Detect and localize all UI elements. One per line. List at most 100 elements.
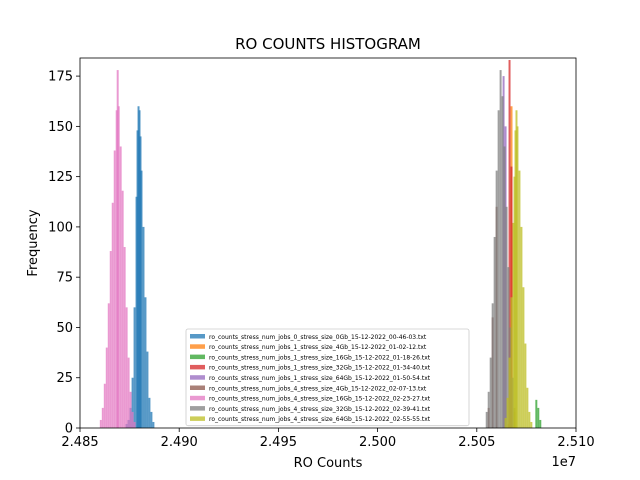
histogram-bar	[142, 226, 145, 428]
y-axis-ticks: 0 25 50 75 100 125 150 175	[48, 70, 80, 437]
histogram-bar	[518, 170, 521, 429]
histogram-bar	[508, 60, 511, 428]
legend-swatch	[190, 364, 205, 370]
legend-swatch	[190, 375, 205, 380]
x-axis-offset-label: 1e7	[551, 455, 576, 470]
legend-label: ro_counts_stress_num_jobs_4_stress_size_…	[209, 396, 431, 403]
series-6	[99, 70, 136, 429]
y-tick-label: 100	[48, 220, 73, 235]
legend-swatch	[190, 416, 205, 421]
histogram-bar	[105, 347, 108, 428]
y-tick-label: 0	[65, 422, 73, 437]
histogram-bar	[489, 357, 492, 428]
legend: ro_counts_stress_num_jobs_0_stress_size_…	[185, 328, 470, 427]
histogram-bar	[129, 391, 132, 428]
histogram-bar	[123, 247, 126, 428]
histogram-bar	[528, 411, 531, 428]
series-8	[504, 110, 533, 429]
histogram-bar	[506, 397, 509, 428]
histogram-bar	[131, 411, 134, 428]
x-axis-ticks: 2.485 2.490 2.495 2.500 2.505 2.510	[61, 428, 595, 450]
histogram-bar	[487, 391, 490, 428]
histogram-bar	[144, 297, 147, 428]
legend-swatch	[190, 344, 205, 349]
histogram-bar	[131, 377, 134, 428]
y-tick-label: 125	[48, 170, 73, 185]
histogram-bar	[127, 357, 130, 428]
histogram-bar	[539, 419, 542, 428]
x-tick-label: 2.510	[557, 435, 594, 450]
histogram-bar	[140, 170, 143, 429]
histogram-bar	[117, 106, 120, 428]
histogram-bar	[535, 399, 538, 428]
histogram-bar	[522, 287, 525, 428]
histogram-bar	[121, 190, 124, 428]
y-axis-label: Frequency	[26, 209, 41, 276]
legend-label: ro_counts_stress_num_jobs_4_stress_size_…	[209, 385, 427, 392]
legend-label: ro_counts_stress_num_jobs_1_stress_size_…	[209, 344, 427, 351]
legend-label: ro_counts_stress_num_jobs_1_stress_size_…	[209, 365, 431, 372]
histogram-bar	[505, 206, 508, 428]
x-tick-label: 2.490	[161, 435, 198, 450]
legend-label: ro_counts_stress_num_jobs_1_stress_size_…	[209, 354, 431, 361]
histogram-bar	[111, 202, 114, 428]
x-axis-label: RO Counts	[294, 456, 363, 471]
histogram-bar	[101, 407, 104, 428]
histogram-bar	[116, 70, 119, 428]
histogram-bar	[113, 150, 116, 428]
histogram-bar	[537, 407, 540, 428]
legend-box	[185, 328, 470, 427]
histogram-bar	[503, 146, 506, 429]
histogram-bar	[133, 421, 136, 428]
y-tick-label: 75	[56, 271, 73, 286]
plot-frame	[79, 57, 577, 429]
histogram-bar	[146, 351, 149, 428]
legend-swatch	[190, 406, 205, 411]
histogram-bar	[495, 170, 498, 429]
histogram-bar	[119, 146, 122, 429]
x-tick-label: 2.505	[458, 435, 495, 450]
histogram-bar	[133, 307, 136, 428]
y-tick-label: 50	[56, 321, 73, 336]
x-tick-label: 2.500	[359, 435, 396, 450]
y-tick-label: 25	[56, 371, 73, 386]
histogram-bar	[136, 130, 139, 428]
legend-swatch	[190, 334, 205, 339]
histogram-bar	[524, 343, 527, 428]
x-tick-label: 2.495	[260, 435, 297, 450]
legend-label: ro_counts_stress_num_jobs_4_stress_size_…	[209, 416, 431, 423]
histogram-bar	[520, 226, 523, 428]
histogram-bar	[501, 96, 504, 429]
histogram-bar	[103, 383, 106, 428]
histogram-bar	[485, 411, 488, 428]
histogram-bar	[499, 70, 502, 428]
histogram-bar	[504, 417, 507, 428]
y-tick-label: 150	[48, 120, 73, 135]
histogram-bar	[148, 397, 151, 428]
histogram-bar	[150, 411, 153, 428]
histogram-bar	[507, 267, 510, 428]
histogram-bar	[107, 303, 110, 428]
histogram-bar	[493, 236, 496, 428]
legend-swatch	[190, 385, 205, 390]
histogram-bar	[513, 176, 516, 428]
histogram-bar	[152, 421, 155, 428]
histogram-bar	[125, 307, 128, 428]
x-tick-label: 2.485	[61, 435, 98, 450]
legend-swatch	[190, 354, 205, 360]
histogram-bar	[99, 419, 102, 428]
y-tick-label: 175	[48, 70, 73, 85]
histogram-bar	[526, 387, 529, 428]
chart-title: RO COUNTS HISTOGRAM	[235, 35, 421, 53]
histogram-bar	[508, 357, 511, 428]
bars-group	[99, 60, 542, 429]
series-2	[535, 399, 542, 428]
histogram-bar	[491, 303, 494, 428]
histogram-bar	[530, 421, 533, 428]
legend-swatch	[190, 395, 205, 401]
histogram-bar	[138, 110, 141, 428]
histogram-bar	[109, 251, 112, 428]
series-0	[125, 106, 155, 429]
legend-label: ro_counts_stress_num_jobs_0_stress_size_…	[209, 334, 427, 341]
